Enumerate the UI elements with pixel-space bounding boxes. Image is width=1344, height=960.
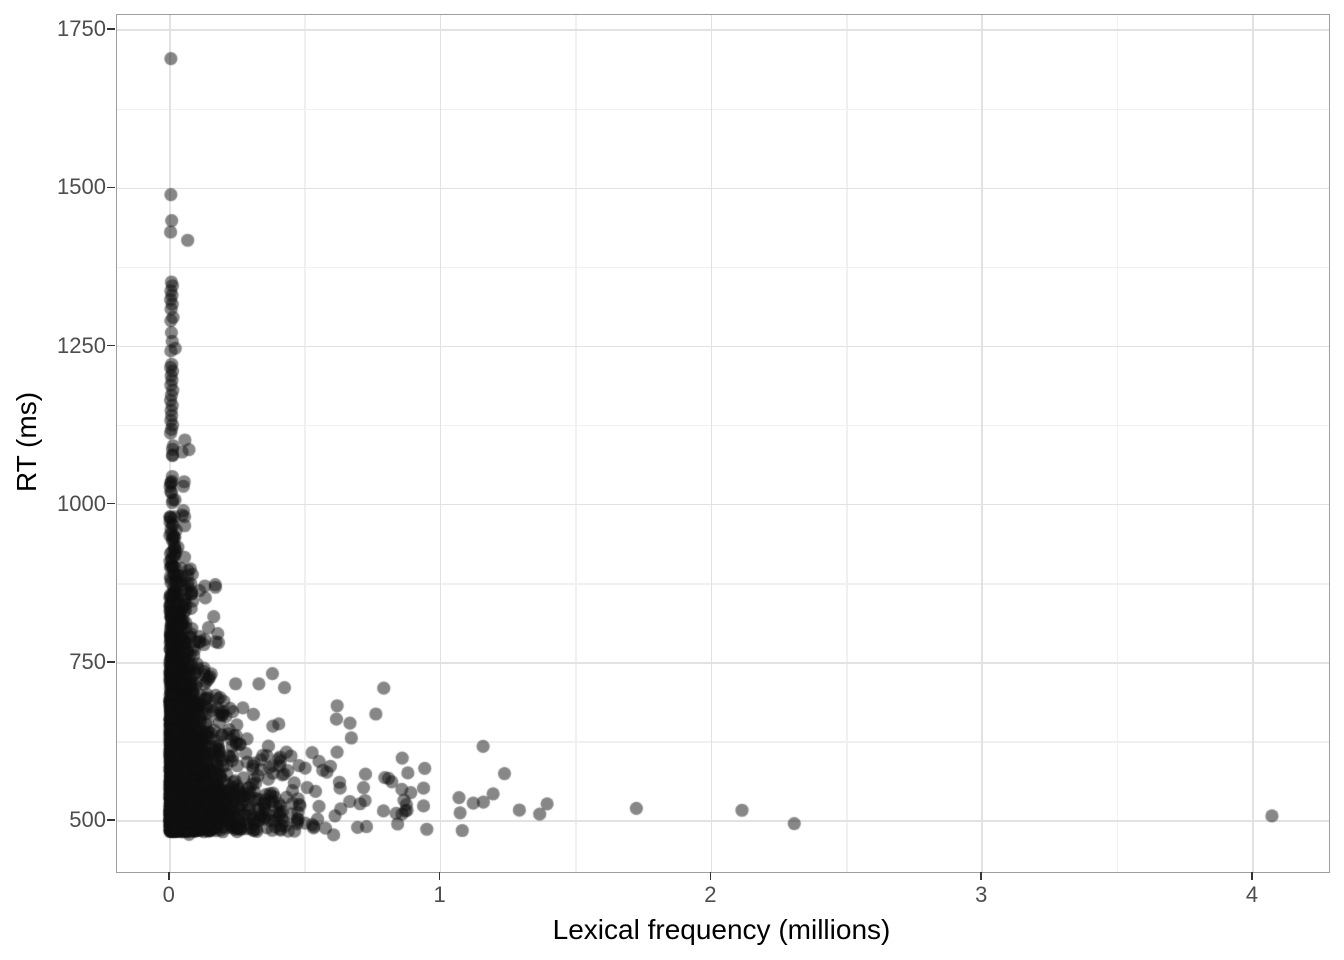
y-axis-tick	[106, 344, 115, 347]
y-axis-tick	[106, 186, 115, 189]
x-axis-tick	[1251, 871, 1253, 880]
x-axis-tick	[980, 871, 982, 880]
x-axis-title: Lexical frequency (millions)	[552, 914, 891, 945]
x-tick-label: 0	[162, 882, 175, 907]
scatter-points-canvas	[117, 15, 1328, 871]
y-tick-label: 1500	[57, 174, 106, 200]
y-axis-tick	[106, 819, 115, 821]
x-axis-tick	[168, 871, 170, 880]
x-axis-tick	[709, 871, 712, 880]
x-tick-label: 3	[975, 882, 988, 907]
y-tick-label: 750	[69, 648, 106, 674]
y-axis-tick	[106, 661, 115, 663]
y-axis-tick	[106, 28, 115, 30]
y-tick-label: 1750	[57, 16, 106, 42]
y-tick-label: 500	[69, 807, 106, 833]
x-tick-label: 1	[433, 882, 446, 907]
x-tick-label: 2	[704, 882, 717, 907]
y-axis-title: RT (ms)	[11, 391, 42, 493]
x-axis-tick	[438, 871, 441, 880]
plot-panel	[116, 14, 1330, 873]
y-tick-label: 1250	[57, 332, 106, 358]
y-tick-label: 1000	[57, 490, 106, 516]
y-axis-tick	[106, 502, 115, 505]
x-tick-label: 4	[1245, 882, 1259, 907]
